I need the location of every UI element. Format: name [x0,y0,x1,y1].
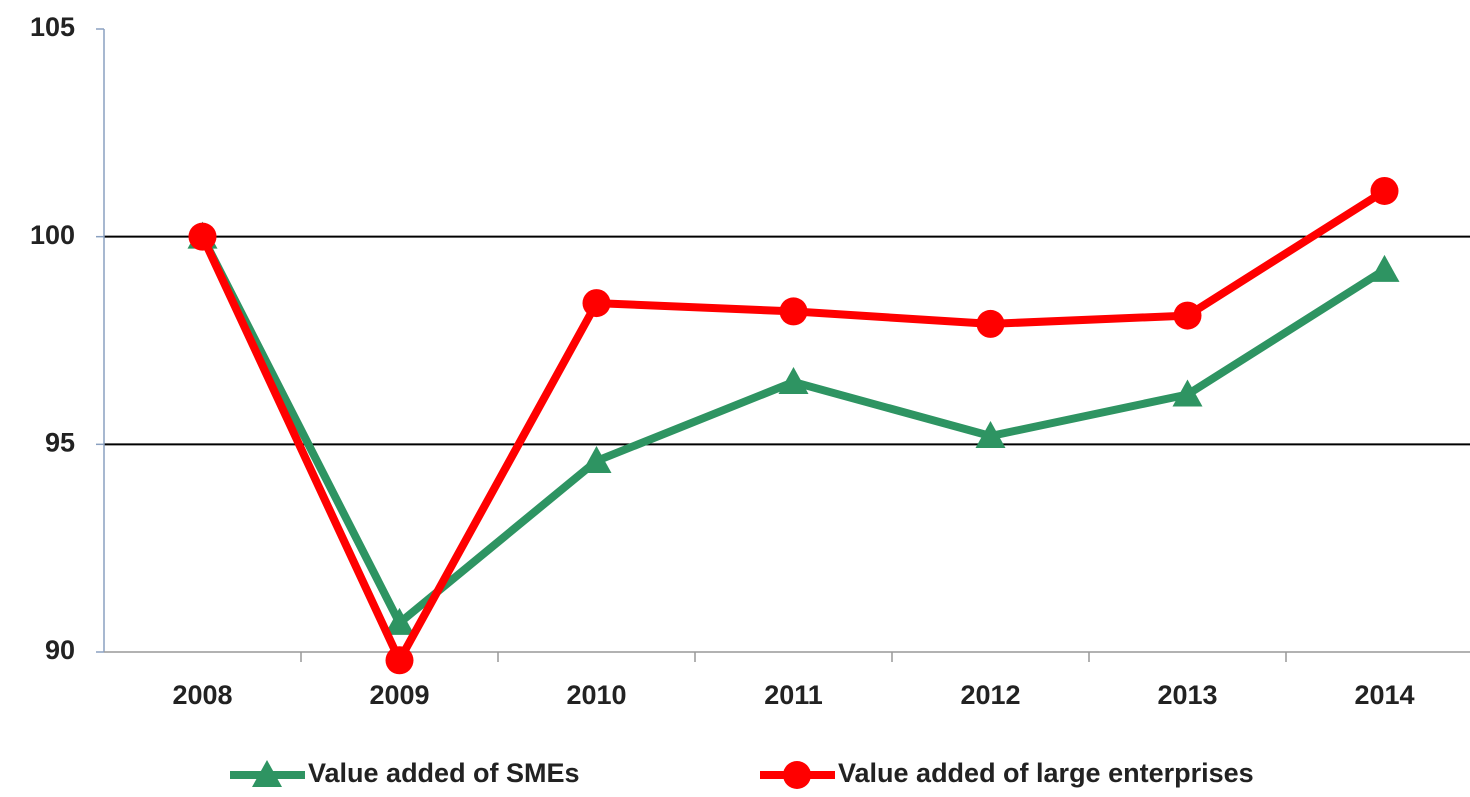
point [385,646,414,675]
point [1369,254,1400,282]
x-tick-label: 2012 [960,680,1020,710]
x-tick-label: 2010 [566,680,626,710]
point [188,222,217,251]
point [384,607,415,635]
point [1172,379,1203,407]
y-tick-label: 95 [45,427,75,457]
x-tick-label: 2013 [1157,680,1217,710]
point [581,445,612,473]
point [976,309,1005,338]
y-tick-label: 90 [45,635,75,665]
legend-marker [252,760,282,787]
point [1173,301,1202,330]
series-line [198,234,1387,627]
x-tick-label: 2009 [369,680,429,710]
legend-label: Value added of large enterprises [838,758,1254,788]
x-tick-label: 2008 [172,680,232,710]
point [779,297,808,326]
x-tick-label: 2014 [1354,680,1414,710]
legend-marker [783,761,811,789]
point [1370,176,1399,205]
legend-label: Value added of SMEs [308,758,580,788]
y-tick-label: 100 [30,220,75,250]
y-tick-label: 105 [30,12,75,42]
point [778,367,809,395]
point [975,421,1006,449]
point [582,289,611,318]
x-tick-label: 2011 [764,680,823,710]
